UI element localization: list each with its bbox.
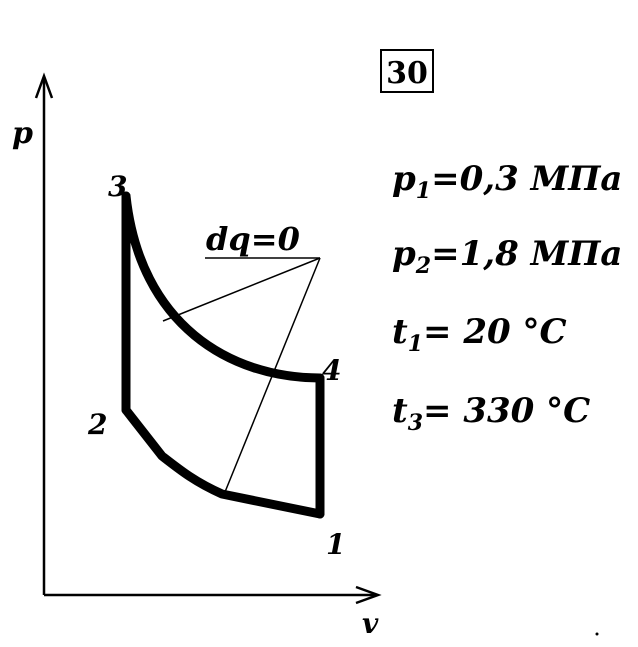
expansion-curve-3-4 xyxy=(121,191,325,383)
thermodynamic-cycle xyxy=(121,191,325,519)
problem-number-box xyxy=(380,49,434,93)
x-axis-label: v xyxy=(362,607,379,640)
given-p2-symbol: p xyxy=(392,234,416,274)
given-values: p1=0,3 МПа p2=1,8 МПа t1= 20 °C t3= 330 … xyxy=(392,159,622,436)
y-axis-label: p xyxy=(12,116,33,151)
given-p1-symbol: p xyxy=(392,159,416,199)
point-label-4: 4 xyxy=(322,354,341,387)
given-t3-subscript: 3 xyxy=(408,410,423,436)
point-label-3: 3 xyxy=(108,170,127,203)
given-p1: p1=0,3 МПа xyxy=(392,159,622,204)
y-axis-arrow xyxy=(34,72,54,99)
given-t1: t1= 20 °C xyxy=(392,312,567,357)
problem-number: 30 xyxy=(386,56,428,91)
point-label-2: 2 xyxy=(87,408,107,441)
given-t1-value: = 20 °C xyxy=(423,312,567,352)
x-axis-arrow xyxy=(355,585,382,605)
given-t3: t3= 330 °C xyxy=(392,391,590,436)
given-t1-subscript: 1 xyxy=(408,331,423,357)
line-to-expansion-curve xyxy=(162,257,321,322)
adiabatic-annotation: dq=0 xyxy=(206,220,300,258)
point-label-1: 1 xyxy=(326,528,345,561)
compression-curve-1-2 xyxy=(121,405,325,519)
given-p1-value: =0,3 МПа xyxy=(431,159,622,199)
axes xyxy=(34,72,382,605)
given-t3-symbol: t xyxy=(392,391,408,431)
given-p2-subscript: 2 xyxy=(415,253,431,279)
given-t3-value: = 330 °C xyxy=(423,391,590,431)
speck-mark xyxy=(595,632,599,636)
given-p1-subscript: 1 xyxy=(416,178,431,204)
given-t1-symbol: t xyxy=(392,312,408,352)
given-p2-value: =1,8 МПа xyxy=(431,234,622,274)
given-p2: p2=1,8 МПа xyxy=(392,234,622,279)
